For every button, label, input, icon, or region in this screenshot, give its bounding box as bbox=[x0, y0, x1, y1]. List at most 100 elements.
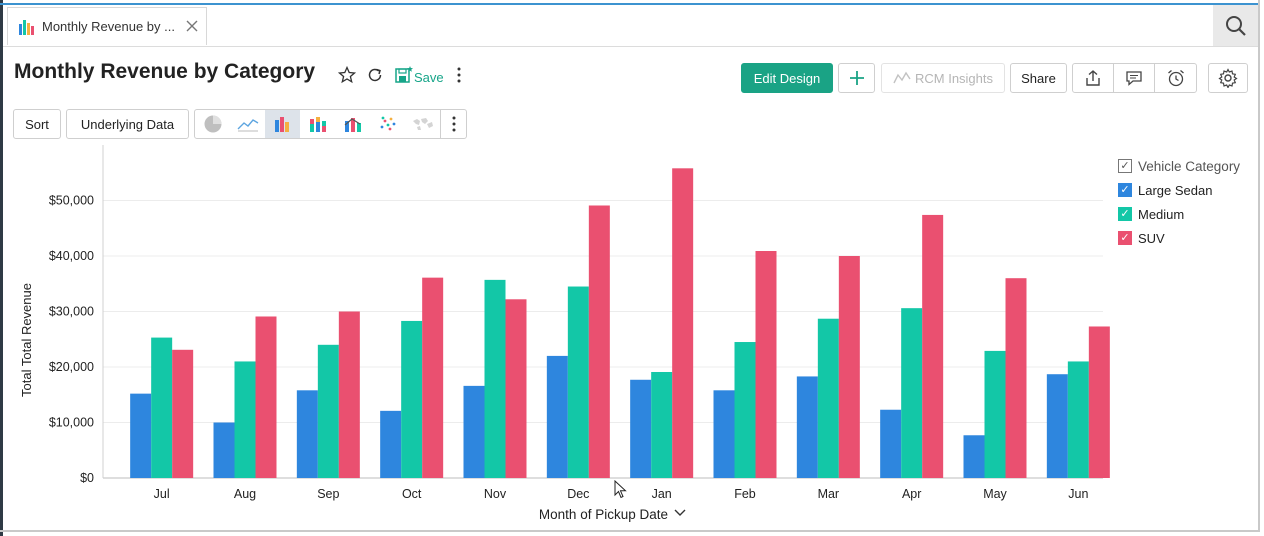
bar-suv-feb[interactable] bbox=[755, 251, 777, 478]
action-icon-group bbox=[1072, 63, 1197, 93]
legend-checkbox[interactable]: ✓ bbox=[1118, 207, 1132, 221]
chart-legend: ✓ Vehicle Category ✓ Large Sedan ✓ Mediu… bbox=[1118, 154, 1240, 250]
world-map-icon bbox=[412, 118, 433, 130]
bar-suv-apr[interactable] bbox=[922, 214, 944, 478]
tab-report[interactable]: Monthly Revenue by ... bbox=[7, 7, 207, 45]
chevron-down-icon[interactable] bbox=[674, 509, 686, 516]
save-icon[interactable] bbox=[394, 65, 414, 85]
x-axis-label[interactable]: Month of Pickup Date bbox=[539, 507, 668, 522]
bar-suv-jun[interactable] bbox=[1088, 326, 1110, 478]
chart-type-map[interactable] bbox=[405, 110, 440, 138]
share-button[interactable]: Share bbox=[1010, 63, 1067, 93]
legend-checkbox[interactable]: ✓ bbox=[1118, 159, 1132, 173]
bar-medium-oct[interactable] bbox=[401, 320, 423, 478]
pie-chart-icon bbox=[204, 115, 221, 133]
bar-large-sedan-dec[interactable] bbox=[546, 355, 568, 478]
bar-large-sedan-nov[interactable] bbox=[463, 385, 485, 478]
chart-type-pie[interactable] bbox=[195, 110, 230, 138]
settings-button[interactable] bbox=[1208, 63, 1248, 93]
bar-large-sedan-feb[interactable] bbox=[713, 390, 735, 478]
x-tick-label: Mar bbox=[818, 487, 840, 501]
star-icon[interactable] bbox=[338, 66, 356, 84]
bar-suv-dec[interactable] bbox=[588, 205, 610, 478]
tab-label: Monthly Revenue by ... bbox=[42, 19, 175, 34]
y-tick-label: $20,000 bbox=[49, 360, 94, 374]
legend-checkbox[interactable]: ✓ bbox=[1118, 231, 1132, 245]
y-tick-label: $0 bbox=[80, 471, 94, 485]
schedule-button[interactable] bbox=[1155, 64, 1196, 92]
chart-type-stacked-bar[interactable] bbox=[300, 110, 335, 138]
bar-large-sedan-aug[interactable] bbox=[213, 422, 235, 479]
bar-suv-nov[interactable] bbox=[505, 299, 527, 478]
y-axis-label: Total Total Revenue bbox=[19, 283, 34, 397]
x-tick-label: Aug bbox=[234, 487, 256, 501]
insights-icon bbox=[893, 71, 911, 84]
mouse-cursor-icon bbox=[614, 480, 627, 499]
legend-item-label: Large Sedan bbox=[1138, 182, 1213, 198]
bar-medium-may[interactable] bbox=[984, 350, 1006, 478]
gear-icon bbox=[1218, 68, 1238, 88]
refresh-icon[interactable] bbox=[366, 66, 384, 84]
window-bottom-border bbox=[0, 530, 1260, 532]
chart-type-bar[interactable] bbox=[265, 110, 300, 138]
chart-type-scatter[interactable] bbox=[370, 110, 405, 138]
x-tick-label: Oct bbox=[402, 487, 422, 501]
sort-button[interactable]: Sort bbox=[13, 109, 61, 139]
bar-medium-jun[interactable] bbox=[1067, 361, 1089, 478]
x-tick-label: Jul bbox=[154, 487, 170, 501]
bar-suv-aug[interactable] bbox=[255, 316, 277, 478]
bar-large-sedan-may[interactable] bbox=[963, 435, 985, 478]
export-icon bbox=[1086, 70, 1100, 86]
save-link[interactable]: Save bbox=[414, 70, 444, 85]
x-tick-label: Sep bbox=[317, 487, 339, 501]
edit-design-button[interactable]: Edit Design bbox=[741, 63, 833, 93]
bar-medium-sep[interactable] bbox=[317, 344, 339, 478]
legend-checkbox[interactable]: ✓ bbox=[1118, 183, 1132, 197]
y-tick-label: $50,000 bbox=[49, 194, 94, 208]
bar-large-sedan-mar[interactable] bbox=[796, 376, 818, 478]
comment-button[interactable] bbox=[1114, 64, 1155, 92]
legend-title: Vehicle Category bbox=[1138, 158, 1241, 174]
bar-medium-nov[interactable] bbox=[484, 279, 506, 478]
underlying-data-button[interactable]: Underlying Data bbox=[66, 109, 189, 139]
chart-type-line[interactable] bbox=[230, 110, 265, 138]
chart-type-more[interactable] bbox=[440, 110, 466, 138]
bar-medium-mar[interactable] bbox=[817, 318, 839, 478]
bar-medium-jul[interactable] bbox=[151, 337, 173, 478]
search-button[interactable] bbox=[1213, 5, 1258, 46]
bar-medium-jan[interactable] bbox=[651, 371, 673, 478]
bar-suv-jul[interactable] bbox=[172, 349, 194, 478]
bar-suv-sep[interactable] bbox=[338, 311, 360, 479]
bar-medium-apr[interactable] bbox=[901, 308, 923, 478]
search-icon bbox=[1225, 15, 1246, 36]
bar-large-sedan-jan[interactable] bbox=[630, 379, 652, 478]
legend-item-medium[interactable]: ✓ Medium bbox=[1118, 202, 1240, 226]
bar-suv-may[interactable] bbox=[1005, 278, 1027, 478]
bar-large-sedan-jun[interactable] bbox=[1046, 374, 1068, 478]
x-tick-label: Jun bbox=[1068, 487, 1088, 501]
legend-item-suv[interactable]: ✓ SUV bbox=[1118, 226, 1240, 250]
y-tick-label: $30,000 bbox=[49, 305, 94, 319]
close-icon[interactable] bbox=[184, 18, 200, 34]
bar-large-sedan-sep[interactable] bbox=[296, 390, 318, 478]
add-button[interactable] bbox=[838, 63, 875, 93]
tab-bar: Monthly Revenue by ... bbox=[3, 5, 1258, 47]
scatter-chart-icon bbox=[380, 116, 395, 131]
bar-medium-dec[interactable] bbox=[567, 286, 589, 478]
bar-suv-oct[interactable] bbox=[422, 277, 444, 478]
legend-item-label: SUV bbox=[1138, 230, 1165, 246]
chart-type-combination[interactable] bbox=[335, 110, 370, 138]
bar-large-sedan-oct[interactable] bbox=[380, 410, 402, 478]
legend-title-row[interactable]: ✓ Vehicle Category bbox=[1118, 154, 1240, 178]
bar-large-sedan-apr[interactable] bbox=[880, 409, 902, 478]
x-tick-label: May bbox=[983, 487, 1007, 501]
bar-medium-aug[interactable] bbox=[234, 361, 256, 478]
legend-item-large-sedan[interactable]: ✓ Large Sedan bbox=[1118, 178, 1240, 202]
more-vertical-icon[interactable] bbox=[450, 66, 468, 84]
bar-large-sedan-jul[interactable] bbox=[130, 393, 152, 478]
line-chart-icon bbox=[237, 119, 258, 132]
bar-suv-jan[interactable] bbox=[672, 168, 694, 478]
bar-medium-feb[interactable] bbox=[734, 342, 756, 478]
export-button[interactable] bbox=[1073, 64, 1114, 92]
bar-suv-mar[interactable] bbox=[838, 256, 860, 478]
